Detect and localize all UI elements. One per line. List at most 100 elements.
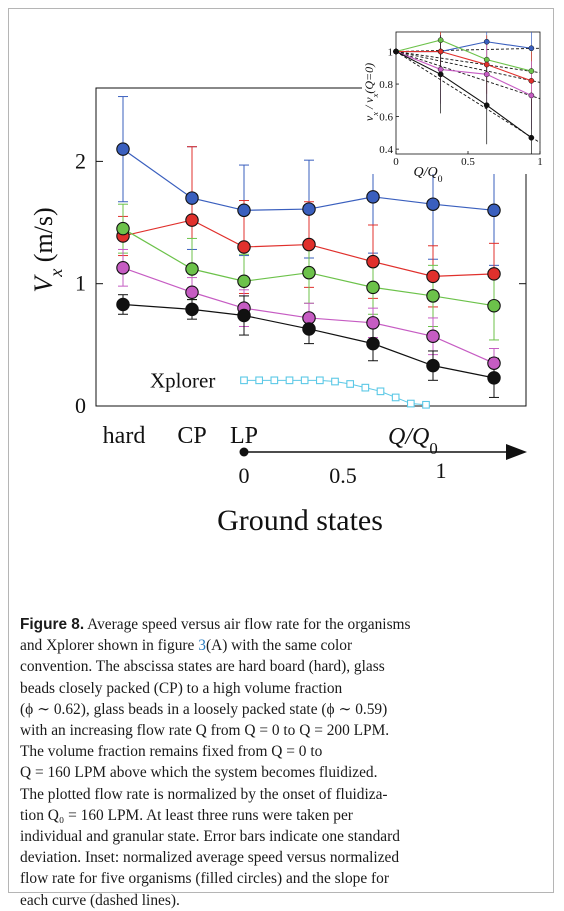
caption-line: convention. The abscissa states are hard… [20,658,385,676]
xplorer-point [270,376,279,385]
inset-data-point [483,61,490,68]
data-point [116,297,130,312]
data-point [185,191,199,205]
ground-state-categories: hard CP LP [103,423,258,449]
data-point [426,269,440,284]
main-y-ticks: 0 1 2 [75,148,526,418]
caption-line: with an increasing flow rate Q from Q = … [20,722,390,740]
main-plot: 0 1 2 Xplorer [75,87,527,418]
caption-line: The volume fraction remains fixed from Q… [20,743,323,761]
data-point [426,289,440,303]
figure-caption: Figure 8. Average speed versus air flow … [20,614,540,911]
x-axis-label: Ground states [217,504,383,537]
y-tick-label: 1 [75,271,86,296]
inset-slope-line [395,51,541,83]
chart: 012 Xplorer hard CP LP Q/Q0 0 0.5 1 Ground s… [29,29,543,537]
flow-axis [239,444,527,460]
xplorer-point [315,376,324,385]
data-point [185,262,199,276]
y-tick-label: 2 [75,148,86,173]
caption-line: beads closely packed (CP) to a high volu… [20,679,343,697]
xplorer-point [285,376,294,385]
figure-frame [8,8,554,893]
data-point [302,322,316,336]
caption-line: (ϕ ∼ 0.62), glass beads in a loosely pac… [20,700,388,718]
inset-data-point [437,66,444,73]
inset-slope-line [395,51,541,74]
inset-background [362,29,542,174]
xplorer-point [422,400,430,409]
flow-axis-label: Q/Q0 [388,424,438,458]
inset-series-line [395,51,532,139]
inset-y-tick-label: 1 [388,47,394,59]
inset-y-ticks: 0.4 0.6 0.8 1 [379,47,399,156]
inset-data-point [528,45,535,52]
main-points [116,142,501,385]
caption-line: deviation. Inset: normalized average spe… [20,849,400,867]
category-label: LP [230,423,258,449]
inset-data-point [483,56,490,63]
data-point [426,358,440,373]
inset-slope-lines [395,47,541,143]
inset-lines [395,39,532,139]
flow-axis-ticks: 0 0.5 1 [239,458,447,488]
xplorer-point [255,376,264,385]
data-point [366,336,380,351]
data-point [366,280,380,295]
category-label: hard [103,423,146,449]
inset-data-point [483,102,490,109]
inset-data-point [393,48,399,55]
inset-y-tick-label: 0.4 [379,144,393,156]
inset-data-point [528,92,535,99]
xplorer-series [240,376,430,409]
xplorer-point [376,387,385,396]
data-point [116,261,130,275]
inset-x-tick-label: 0.5 [461,156,475,168]
flow-axis-arrowhead [506,444,527,460]
caption-line: tion Q₀ = 160 LPM. At least three runs w… [20,806,353,824]
data-point [487,356,501,370]
inset-data-point [483,38,490,45]
caption-line: flow rate for five organisms (filled cir… [20,870,389,888]
flow-tick-label: 0.5 [329,463,357,488]
caption-line: The plotted flow rate is normalized by t… [20,785,388,803]
xplorer-point [391,393,400,402]
data-point [237,203,251,218]
data-point [487,298,501,313]
xplorer-point [300,376,309,385]
xplorer-point [361,383,370,392]
data-point [366,316,380,330]
data-point [237,274,251,288]
inset-points [393,37,535,141]
inset-x-axis-label: Q/Q0 [413,165,442,185]
data-point [302,202,316,216]
inset-x-tick-label: 1 [537,156,543,168]
data-point [185,213,199,227]
caption-line: each curve (dashed lines). [20,891,180,909]
xplorer-point [331,377,339,386]
inset-slope-line [395,51,541,100]
inset-data-point [483,71,490,78]
flow-tick-label: 1 [436,458,447,483]
caption-line: Average speed versus air flow rate for t… [87,616,411,633]
main-plot-area [95,87,527,407]
inset-slope-line [395,47,541,52]
caption-line: (A) with the same color [205,637,353,655]
caption-line: and Xplorer shown in figure [20,637,195,655]
inset-data-point [528,68,535,74]
inset-data-point [437,37,444,43]
data-point [487,371,501,385]
data-point [237,308,251,323]
flow-tick-label: 0 [239,463,250,488]
inset-series-line [396,50,532,82]
inset-chart: 0.40.60.81 0 0.5 1 Q/Q0 vx / vx(Q=0) [362,29,543,185]
data-point [426,329,440,344]
data-point [487,203,501,218]
inset-data-point [437,71,444,78]
xplorer-point [240,376,248,385]
inset-slope-line [395,51,541,143]
figure-reference-link[interactable]: 3 [198,637,206,655]
y-axis-label: Vx (m/s) [29,207,66,292]
inset-data-point [528,77,535,84]
inset-series-line [395,51,532,96]
